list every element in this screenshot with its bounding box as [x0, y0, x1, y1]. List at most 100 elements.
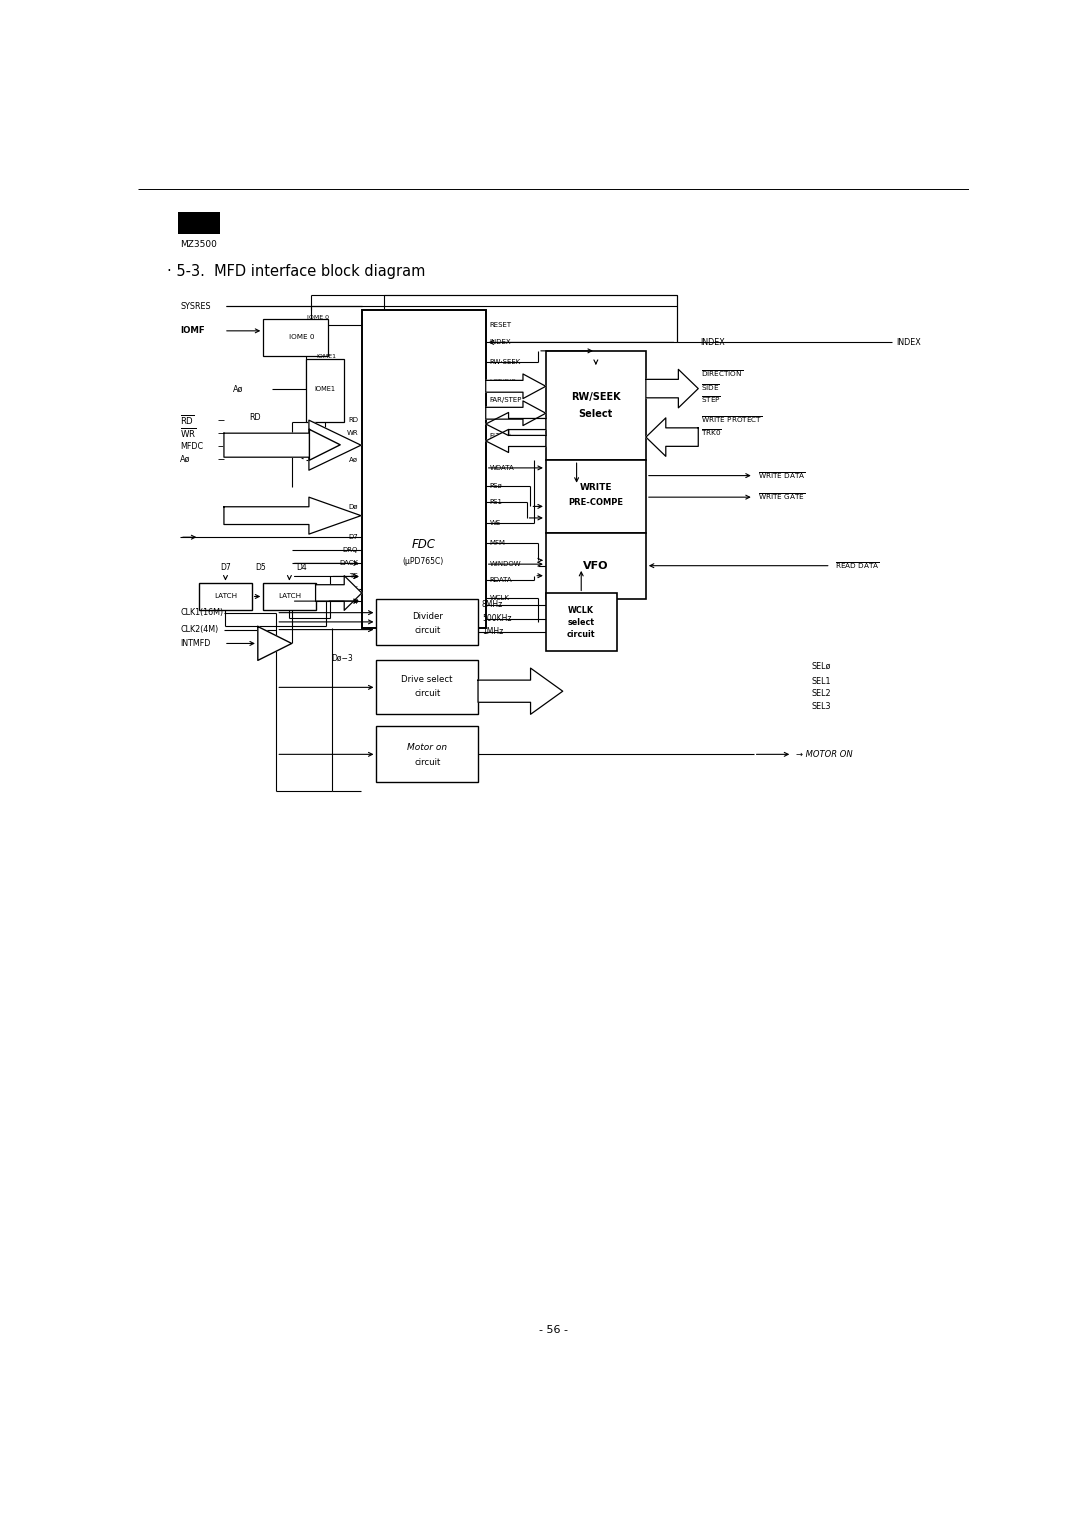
Text: PRE-COMPE: PRE-COMPE	[568, 499, 623, 506]
Bar	[377, 599, 478, 645]
Text: SEL2: SEL2	[811, 689, 832, 698]
Text: CS: CS	[349, 444, 357, 450]
Text: D7: D7	[348, 534, 357, 540]
Text: D4: D4	[296, 564, 307, 572]
Text: WE: WE	[489, 520, 501, 526]
Text: WINDOW: WINDOW	[489, 561, 522, 567]
Polygon shape	[646, 418, 699, 456]
Text: INTMFD: INTMFD	[180, 639, 211, 648]
Polygon shape	[224, 421, 361, 470]
Text: $\overline{\mathrm{SIDE}}$: $\overline{\mathrm{SIDE}}$	[701, 383, 720, 393]
Text: RD: RD	[348, 418, 357, 422]
Polygon shape	[486, 430, 545, 453]
Text: $\overline{\mathrm{RD}}$: $\overline{\mathrm{RD}}$	[180, 413, 194, 427]
Text: INT: INT	[347, 586, 357, 592]
Text: $\overline{\mathrm{WRITE\ DATA}}$: $\overline{\mathrm{WRITE\ DATA}}$	[757, 471, 806, 480]
Text: $\overline{\mathrm{WRITE\ PROTECT}}$: $\overline{\mathrm{WRITE\ PROTECT}}$	[701, 415, 762, 425]
Polygon shape	[224, 497, 361, 534]
Text: 500KHz: 500KHz	[482, 615, 512, 624]
Text: - 56 -: - 56 -	[539, 1325, 568, 1336]
Text: RDATA: RDATA	[489, 578, 512, 584]
Polygon shape	[486, 412, 545, 436]
Text: VFO: VFO	[583, 561, 609, 570]
Text: LCT/DIR: LCT/DIR	[489, 378, 517, 384]
Text: 8MHz: 8MHz	[482, 601, 503, 610]
Text: CLK1(16M): CLK1(16M)	[180, 608, 224, 618]
Text: WR: WR	[347, 430, 357, 436]
Text: RW/SEEK: RW/SEEK	[571, 392, 621, 403]
Text: D7: D7	[220, 564, 231, 572]
Text: FDC: FDC	[411, 538, 435, 552]
Text: RW·SEEK: RW·SEEK	[489, 360, 521, 366]
Bar	[377, 660, 478, 714]
Text: WDATA: WDATA	[489, 465, 514, 471]
Polygon shape	[486, 374, 545, 398]
Polygon shape	[478, 668, 563, 714]
Text: · 5-3.  MFD interface block diagram: · 5-3. MFD interface block diagram	[167, 264, 426, 279]
Text: Dø: Dø	[349, 503, 357, 509]
Text: Motor on: Motor on	[407, 743, 447, 752]
Bar	[545, 534, 646, 599]
Bar	[545, 351, 646, 461]
Text: circuit: circuit	[414, 689, 441, 698]
Polygon shape	[258, 627, 292, 660]
Text: INDEX: INDEX	[489, 340, 511, 345]
Text: PS1: PS1	[489, 499, 502, 505]
Polygon shape	[486, 401, 545, 425]
Text: $\overline{\mathrm{WRITE\ GATE}}$: $\overline{\mathrm{WRITE\ GATE}}$	[757, 493, 805, 502]
Bar	[264, 584, 315, 610]
Text: → MOTOR ON: → MOTOR ON	[796, 750, 853, 759]
Text: Divider: Divider	[411, 612, 443, 621]
Text: WCLK: WCLK	[489, 595, 510, 601]
Text: RESET: RESET	[489, 322, 512, 328]
Text: FAR/STEP: FAR/STEP	[489, 396, 522, 403]
Text: LATCH: LATCH	[278, 593, 301, 599]
Text: circuit: circuit	[567, 630, 595, 639]
Text: INDEX: INDEX	[896, 339, 921, 346]
Text: WRITE: WRITE	[580, 482, 612, 491]
Text: Aø: Aø	[349, 456, 357, 462]
Text: D5: D5	[256, 564, 267, 572]
Text: SEL3: SEL3	[811, 702, 831, 711]
Text: INDEX: INDEX	[700, 339, 725, 346]
Text: $\overline{\mathrm{READ\ DATA}}$: $\overline{\mathrm{READ\ DATA}}$	[835, 561, 879, 570]
Text: $\overline{\mathrm{DIRECTION}}$: $\overline{\mathrm{DIRECTION}}$	[701, 369, 743, 380]
Text: Select: Select	[579, 409, 613, 419]
Text: $\overline{\mathrm{TRK0}}$: $\overline{\mathrm{TRK0}}$	[701, 429, 723, 438]
Bar	[200, 584, 252, 610]
Polygon shape	[646, 369, 699, 407]
Bar	[545, 461, 646, 534]
Text: WCLK: WCLK	[568, 605, 594, 615]
Text: DRQ: DRQ	[342, 547, 357, 554]
Text: MFM: MFM	[489, 540, 505, 546]
Text: WP/2S: WP/2S	[489, 415, 512, 421]
Text: RD: RD	[248, 413, 260, 422]
Text: Aø: Aø	[232, 384, 243, 393]
Text: (μPD765C): (μPD765C)	[403, 557, 444, 566]
Polygon shape	[315, 576, 362, 610]
Text: TC: TC	[349, 573, 357, 580]
Bar	[264, 319, 328, 357]
Text: Dø−3: Dø−3	[332, 654, 353, 662]
Text: DACK: DACK	[339, 560, 357, 566]
Text: SEL1: SEL1	[811, 677, 831, 686]
Bar	[178, 212, 220, 233]
Text: IOME 0: IOME 0	[289, 334, 314, 340]
Text: $\overline{\mathrm{WR}}$: $\overline{\mathrm{WR}}$	[180, 427, 197, 441]
Text: $\overline{\mathrm{STEP}}$: $\overline{\mathrm{STEP}}$	[701, 395, 721, 406]
Text: PSø: PSø	[489, 482, 502, 488]
Text: Aø: Aø	[180, 454, 190, 464]
Text: SELø: SELø	[811, 662, 831, 671]
Bar	[306, 358, 345, 422]
Text: circuit: circuit	[414, 758, 441, 767]
Text: SYSRES: SYSRES	[180, 302, 211, 311]
Polygon shape	[309, 430, 340, 461]
Text: MFDC: MFDC	[180, 442, 203, 451]
Text: φ: φ	[353, 598, 357, 604]
Text: circuit: circuit	[414, 625, 441, 634]
Text: Drive select: Drive select	[402, 676, 453, 685]
Text: IOME 0: IOME 0	[307, 316, 329, 320]
Text: CLK2(4M): CLK2(4M)	[180, 625, 218, 634]
Text: LATCH: LATCH	[214, 593, 237, 599]
Text: select: select	[568, 618, 595, 627]
